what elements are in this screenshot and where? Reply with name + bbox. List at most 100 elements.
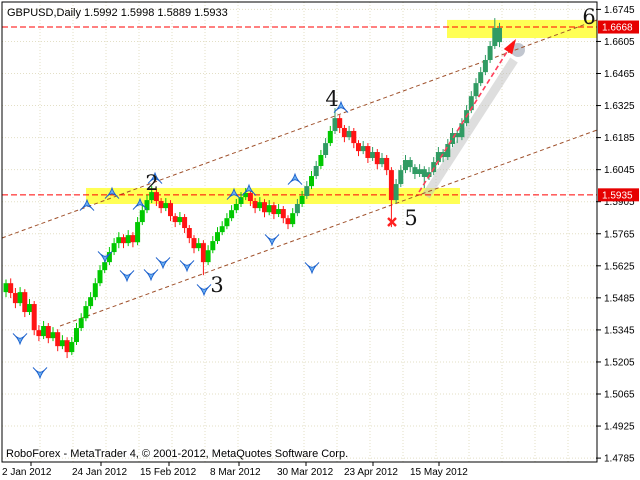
candle-body: [83, 306, 89, 319]
wave-number-label: 6: [582, 5, 595, 29]
candle-body: [262, 202, 267, 213]
candle-body: [435, 152, 441, 163]
candle-body: [27, 304, 32, 313]
candle-body: [36, 330, 42, 337]
candle-body: [31, 304, 37, 331]
candle: [403, 154, 408, 174]
candle: [393, 179, 399, 204]
candle: [356, 140, 361, 157]
candle: [285, 215, 291, 230]
candle-body: [393, 184, 399, 201]
candle-body: [403, 160, 408, 171]
candle-body: [144, 200, 150, 211]
y-axis-label: 1.6325: [604, 101, 635, 112]
copyright-text: RoboForex - MetaTrader 4, © 2001-2012, M…: [6, 448, 348, 460]
candle: [262, 199, 267, 218]
candle-body: [17, 292, 23, 304]
y-axis-label: 1.5065: [604, 390, 635, 401]
candle: [205, 245, 211, 266]
candle: [374, 149, 380, 170]
candle-body: [12, 293, 18, 304]
x-axis-label: 24 Jan 2012: [72, 467, 127, 478]
candle: [97, 265, 103, 287]
candle: [290, 208, 296, 228]
candle: [238, 192, 244, 207]
candle-body: [191, 238, 197, 249]
candle-body: [257, 202, 263, 209]
candle: [12, 288, 18, 309]
candle-body: [153, 192, 159, 202]
candle: [186, 225, 192, 244]
candle-body: [351, 130, 357, 144]
candle-body: [111, 243, 117, 253]
candle: [149, 186, 155, 204]
candle-body: [205, 250, 211, 263]
candle-body: [97, 270, 103, 284]
candle: [247, 190, 253, 207]
candle: [116, 232, 122, 249]
candle-body: [384, 157, 390, 171]
candle-body: [337, 118, 343, 128]
fractal-up-icon: [104, 186, 120, 199]
candle: [92, 278, 98, 301]
candle-body: [365, 146, 371, 158]
target-zone: [86, 187, 460, 204]
fractal-up-icon: [79, 198, 95, 211]
candle-body: [210, 241, 216, 251]
candle: [64, 337, 70, 359]
sell-cross-marker: [387, 217, 397, 227]
candle: [31, 301, 37, 336]
candle-body: [271, 205, 277, 215]
candle-body: [309, 176, 314, 187]
wave-number-label: 5: [404, 206, 417, 230]
candle-body: [224, 218, 230, 227]
candle-body: [323, 143, 329, 155]
fractal-down-icon: [179, 260, 195, 273]
candle: [27, 298, 32, 316]
y-axis-label: 1.4925: [604, 422, 635, 433]
forecast-arrow-line: [418, 46, 511, 193]
candle: [55, 329, 61, 352]
candle: [196, 238, 202, 252]
candle-body: [497, 27, 502, 43]
candle: [172, 213, 178, 228]
candle-body: [41, 326, 47, 337]
channel-trendline: [1, 19, 598, 239]
candle: [22, 289, 28, 318]
candle: [158, 198, 164, 214]
price-badge: [598, 20, 639, 34]
candle-body: [116, 237, 122, 244]
fractal-up-icon: [287, 172, 303, 185]
candle-body: [468, 96, 474, 111]
candle: [398, 165, 404, 188]
candle-body: [88, 297, 94, 307]
candle: [482, 54, 488, 76]
candle-body: [313, 165, 319, 177]
candle: [88, 292, 94, 310]
candle: [478, 67, 484, 87]
candle-body: [125, 235, 131, 244]
candle-body: [219, 226, 225, 233]
x-axis-label: 30 Mar 2012: [277, 467, 334, 478]
candle-body: [229, 210, 235, 219]
fractal-down-icon: [155, 257, 171, 270]
candle: [266, 200, 272, 216]
plot-border: [1, 1, 598, 463]
fractal-up-icon: [226, 187, 242, 200]
candle: [135, 217, 141, 246]
y-axis-label: 1.5345: [604, 325, 635, 336]
candle-body: [417, 169, 423, 175]
candle: [182, 214, 188, 234]
candle-body: [412, 167, 418, 175]
fractal-down-icon: [119, 270, 135, 283]
candle-body: [421, 169, 427, 177]
candle-body: [370, 152, 376, 158]
candle: [215, 227, 220, 245]
candle: [191, 235, 197, 254]
candle-body: [388, 170, 394, 201]
candle-body: [276, 209, 282, 215]
candle: [276, 203, 282, 218]
y-axis-label: 1.5205: [604, 357, 635, 368]
x-axis-label: 15 Feb 2012: [140, 467, 197, 478]
